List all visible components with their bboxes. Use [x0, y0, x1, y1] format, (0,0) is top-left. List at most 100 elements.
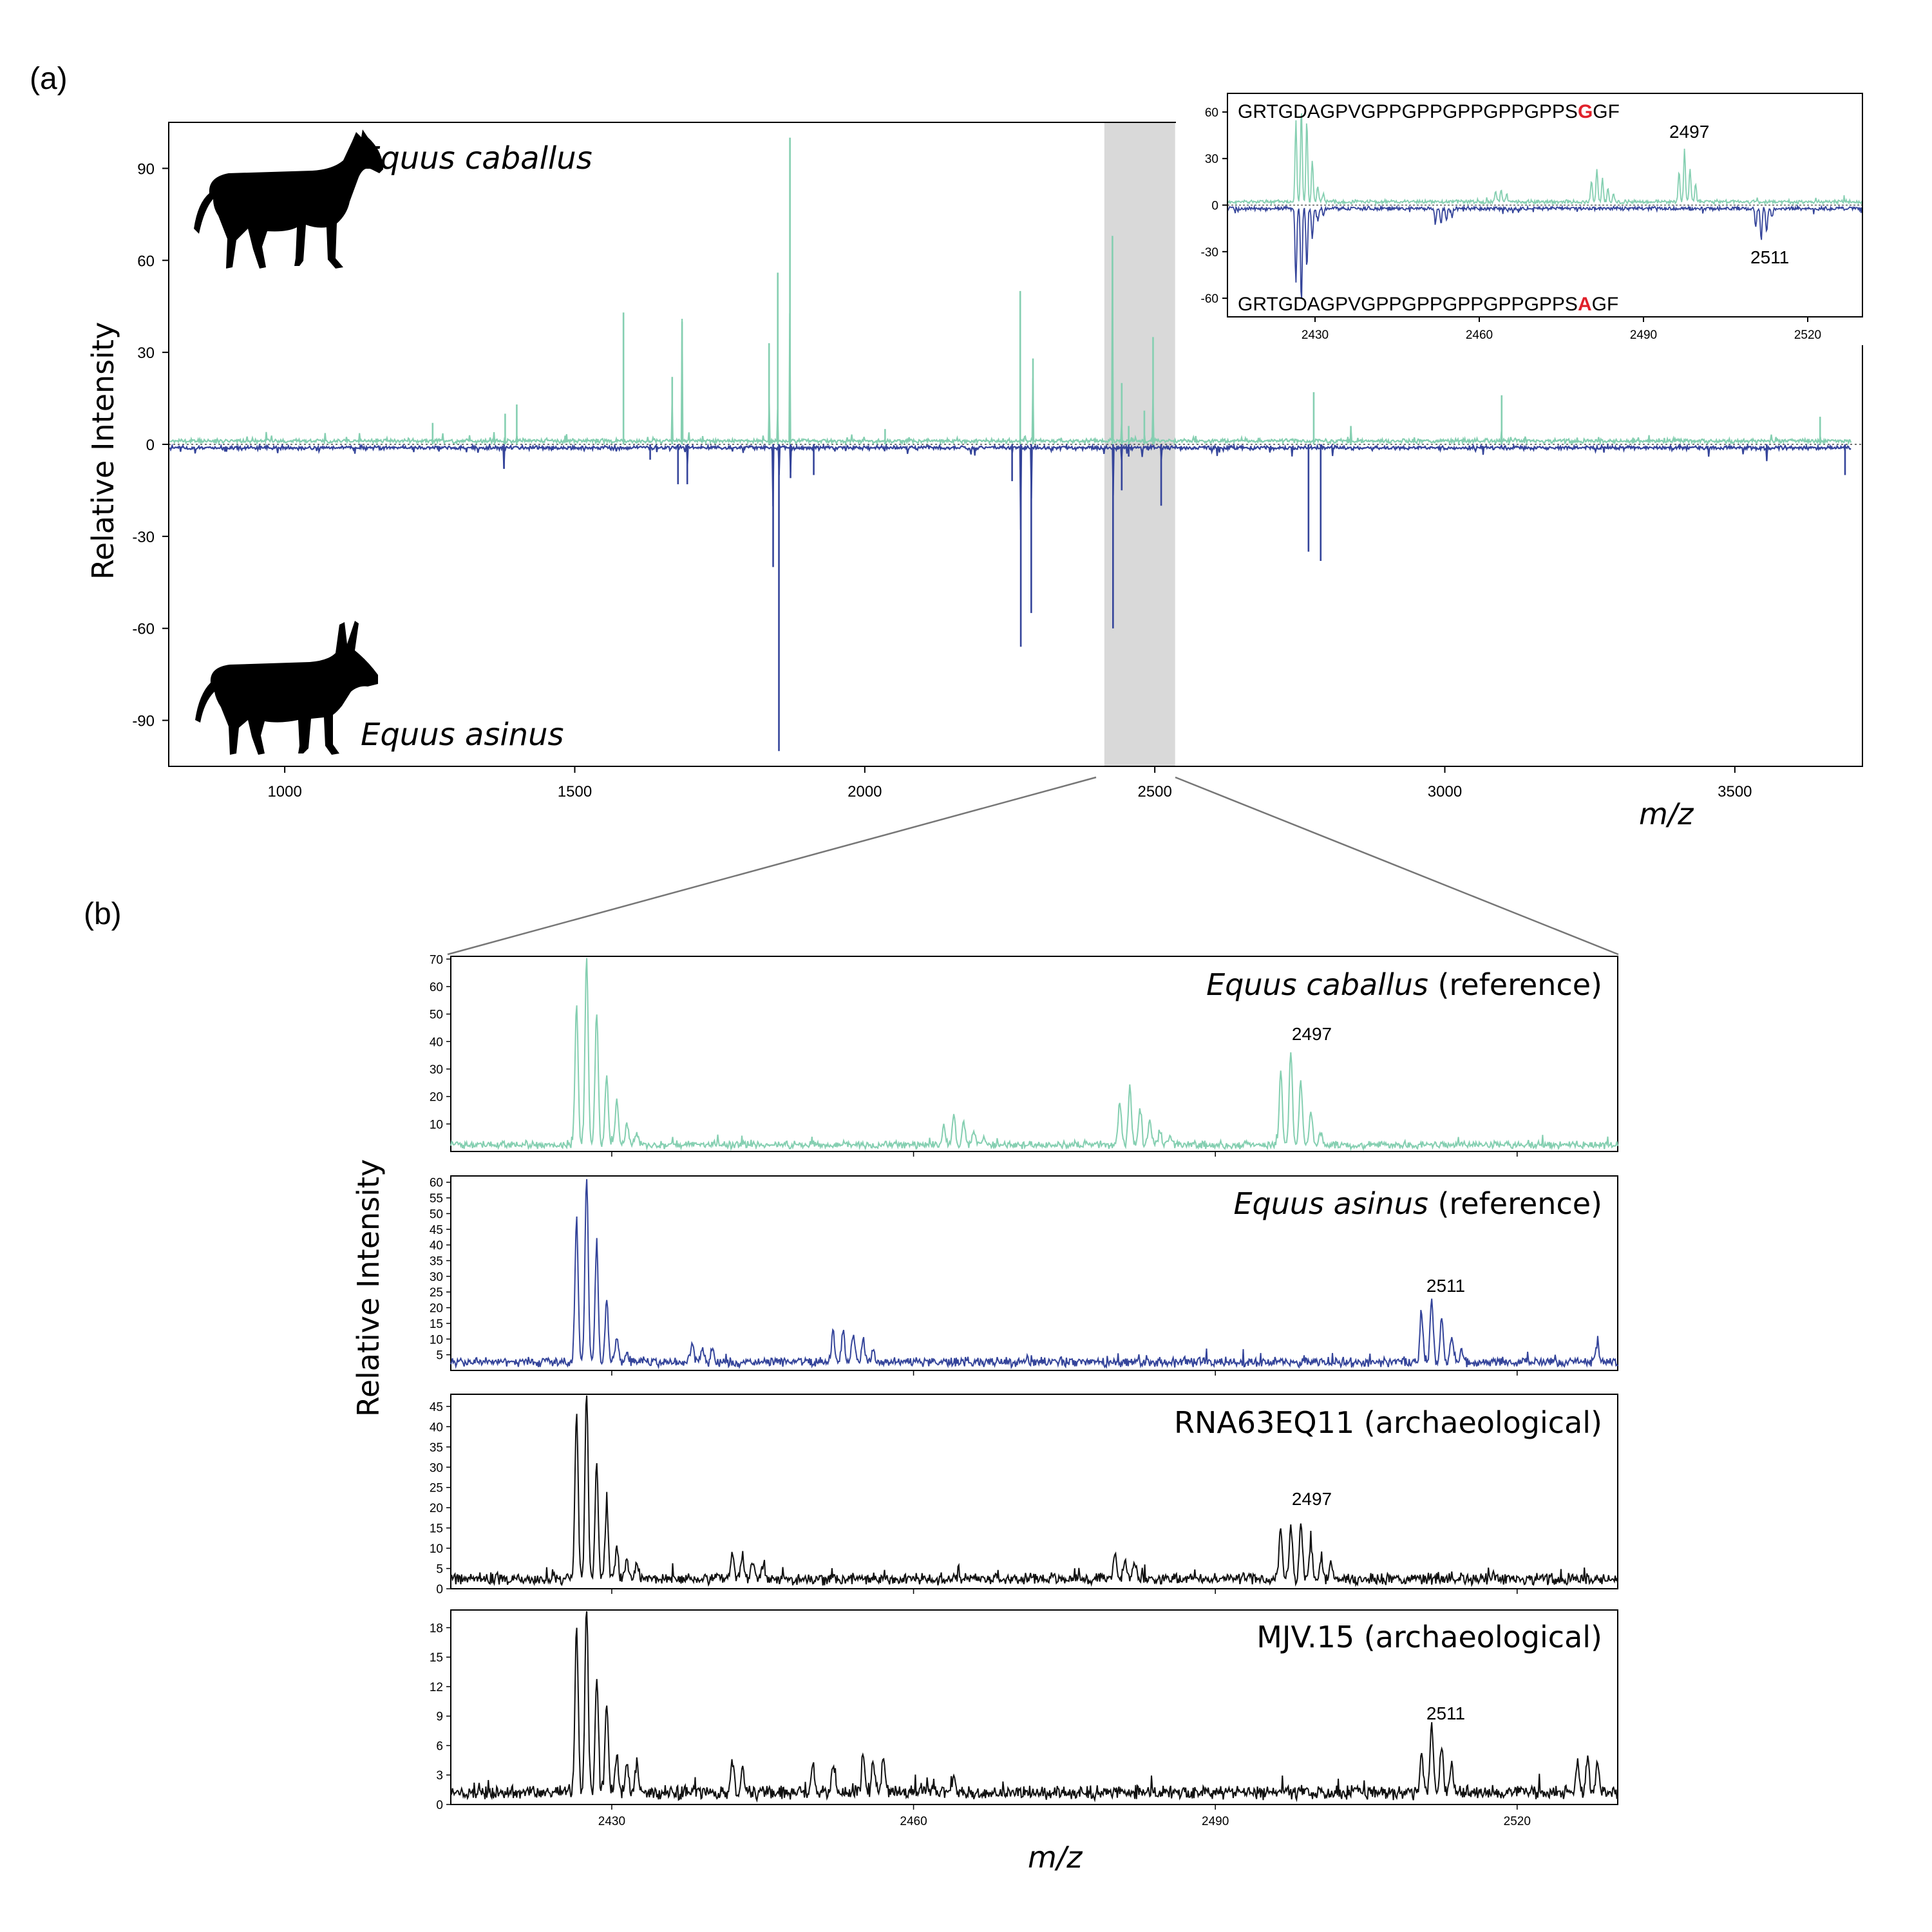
b1-y-tick-label-50: 50 — [430, 1009, 443, 1022]
b4-y-tick-label-3: 3 — [436, 1769, 443, 1783]
main-x-tick-label-2500: 2500 — [1137, 783, 1171, 800]
main-x-axis-title: m/z — [1639, 797, 1694, 831]
inset-mirror-chart: 2430 2460 2490 2520 60 30 0 -30 -60 GRTGDAGPVGPP… — [1176, 91, 1865, 345]
main-y-tick-label--90: -90 — [132, 713, 155, 730]
horse-silhouette-icon — [194, 129, 383, 269]
main-x-tick-label-2000: 2000 — [848, 783, 882, 800]
inset-peak-label-2511: 2511 — [1750, 247, 1789, 267]
equus-caballus-trace — [169, 248, 1852, 446]
inset-y-tick-label--60: -60 — [1201, 292, 1218, 306]
inset-peak-label-2497: 2497 — [1669, 122, 1709, 142]
species-label-asinus: Equus asinus — [361, 717, 564, 753]
b3-y-tick-label-30: 30 — [430, 1461, 443, 1475]
inset-y-tick-label--30: -30 — [1201, 246, 1218, 260]
b2-y-tick-label-35: 35 — [430, 1255, 443, 1269]
inset-x-tick-label-2430: 2430 — [1302, 328, 1329, 342]
b3-y-tick-label-5: 5 — [436, 1563, 443, 1577]
b1-y-tick-label-20: 20 — [430, 1091, 443, 1104]
species-label-caballus: Equus caballus — [361, 140, 592, 176]
donkey-silhouette-icon — [195, 621, 378, 755]
inset-asinus-trace — [1227, 204, 1863, 299]
sequence-asinus: GRTGDAGPVGPPGPPGPPGPPGPPSAGF — [1238, 294, 1618, 315]
b-x-tick-label-2490: 2490 — [1202, 1815, 1229, 1828]
spectrum-label-2: Equus asinus (reference) — [1233, 1186, 1602, 1221]
b-x-tick-label-2460: 2460 — [900, 1815, 927, 1828]
peak-label-3: 2497 — [1292, 1489, 1332, 1509]
b4-y-tick-label-9: 9 — [436, 1710, 443, 1724]
b4-y-tick-label-18: 18 — [430, 1622, 443, 1635]
substitution-a: A — [1578, 294, 1592, 315]
spectrum-label-1: Equus caballus (reference) — [1206, 967, 1602, 1002]
b4-y-tick-label-0: 0 — [436, 1799, 443, 1812]
b2-y-tick-label-50: 50 — [430, 1208, 443, 1221]
b1-y-tick-label-30: 30 — [430, 1063, 443, 1077]
spectrum-frame-1 — [450, 956, 1618, 1152]
spectrum-panel-1: 10 20 30 40 50 60 70 Equus caballus (reference)… — [430, 953, 1618, 1157]
b2-y-tick-label-55: 55 — [430, 1192, 443, 1206]
b4-y-tick-label-6: 6 — [436, 1739, 443, 1753]
zoom-connector-left — [447, 776, 1097, 956]
spectrum-panel-4: 0 3 6 9 12 15 18 2430 2460 2490 2520 MJV.15 (archae… — [430, 1609, 1618, 1828]
b2-y-tick-label-25: 25 — [430, 1286, 443, 1300]
spectrum-trace-4 — [450, 1611, 1618, 1803]
spectrum-frame-3 — [450, 1394, 1618, 1589]
inset-caballus-trace — [1227, 113, 1863, 206]
main-y-tick-label-0: 0 — [146, 437, 155, 454]
b2-y-tick-label-15: 15 — [430, 1318, 443, 1331]
inset-y-tick-label-60: 60 — [1205, 106, 1218, 120]
b-x-tick-label-2520: 2520 — [1504, 1815, 1531, 1828]
b2-y-tick-label-30: 30 — [430, 1271, 443, 1284]
b2-y-tick-label-40: 40 — [430, 1239, 443, 1253]
b3-y-tick-label-35: 35 — [430, 1441, 443, 1455]
spectrum-label-3: RNA63EQ11 (archaeological) — [1174, 1405, 1602, 1440]
main-y-axis-title: Relative Intensity — [86, 322, 120, 580]
spectrum-panel-3: 0 5 10 15 20 25 30 35 40 45 RNA63EQ11 (archaeologi… — [430, 1394, 1618, 1596]
substitution-g: G — [1578, 101, 1593, 122]
main-y-tick-label--60: -60 — [132, 621, 155, 638]
inset-plot-frame — [1227, 93, 1863, 317]
panel-b-label: (b) — [84, 897, 122, 931]
b2-y-tick-label-5: 5 — [436, 1349, 443, 1363]
series-equus-caballus-full — [169, 137, 1852, 446]
peak-label-2: 2511 — [1426, 1276, 1465, 1296]
panel-b-y-axis-title: Relative Intensity — [351, 1159, 386, 1417]
equus-asinus-trace — [169, 442, 1852, 530]
spectrum-trace-3 — [450, 1395, 1618, 1587]
b3-y-tick-label-25: 25 — [430, 1482, 443, 1495]
b3-y-tick-label-45: 45 — [430, 1401, 443, 1414]
main-y-tick-label-90: 90 — [137, 160, 155, 178]
main-y-tick-label--30: -30 — [132, 529, 155, 546]
inset-series-asinus — [1227, 204, 1863, 299]
panel-a-label: (a) — [30, 62, 68, 96]
main-y-tick-label-30: 30 — [137, 345, 155, 362]
main-y-tick-label-60: 60 — [137, 252, 155, 270]
inset-x-tick-label-2490: 2490 — [1630, 328, 1657, 342]
main-x-tick-label-1000: 1000 — [267, 783, 301, 800]
sequence-caballus: GRTGDAGPVGPPGPPGPPGPPGPPSGGF — [1238, 101, 1620, 122]
inset-y-tick-label-30: 30 — [1205, 153, 1218, 166]
peak-label-1: 2497 — [1292, 1024, 1332, 1044]
b1-y-tick-label-60: 60 — [430, 981, 443, 994]
inset-x-tick-label-2520: 2520 — [1794, 328, 1821, 342]
main-x-tick-label-3000: 3000 — [1428, 783, 1462, 800]
b1-y-tick-label-70: 70 — [430, 953, 443, 967]
b3-y-tick-label-0: 0 — [436, 1583, 443, 1596]
main-x-tick-label-1500: 1500 — [558, 783, 592, 800]
b2-y-tick-label-20: 20 — [430, 1302, 443, 1316]
b2-y-tick-label-45: 45 — [430, 1224, 443, 1237]
spectrum-panel-2: 5 10 15 20 25 30 35 40 45 50 55 60 Equus asinus (ref… — [430, 1175, 1618, 1376]
main-plot-frame — [168, 122, 1863, 767]
peak-label-4: 2511 — [1426, 1703, 1465, 1723]
inset-series-caballus — [1227, 113, 1863, 206]
series-equus-asinus-full — [169, 442, 1852, 752]
main-x-tick-label-3500: 3500 — [1718, 783, 1752, 800]
spectrum-trace-1 — [450, 958, 1618, 1151]
b4-y-tick-label-12: 12 — [430, 1681, 443, 1694]
b3-y-tick-label-40: 40 — [430, 1421, 443, 1434]
b2-y-tick-label-60: 60 — [430, 1177, 443, 1190]
b-x-tick-label-2430: 2430 — [598, 1815, 625, 1828]
inset-x-tick-label-2460: 2460 — [1466, 328, 1493, 342]
panel-b-x-axis-title: m/z — [1028, 1840, 1083, 1875]
inset-y-tick-label-0: 0 — [1211, 200, 1218, 213]
spectrum-trace-2 — [450, 1179, 1618, 1370]
